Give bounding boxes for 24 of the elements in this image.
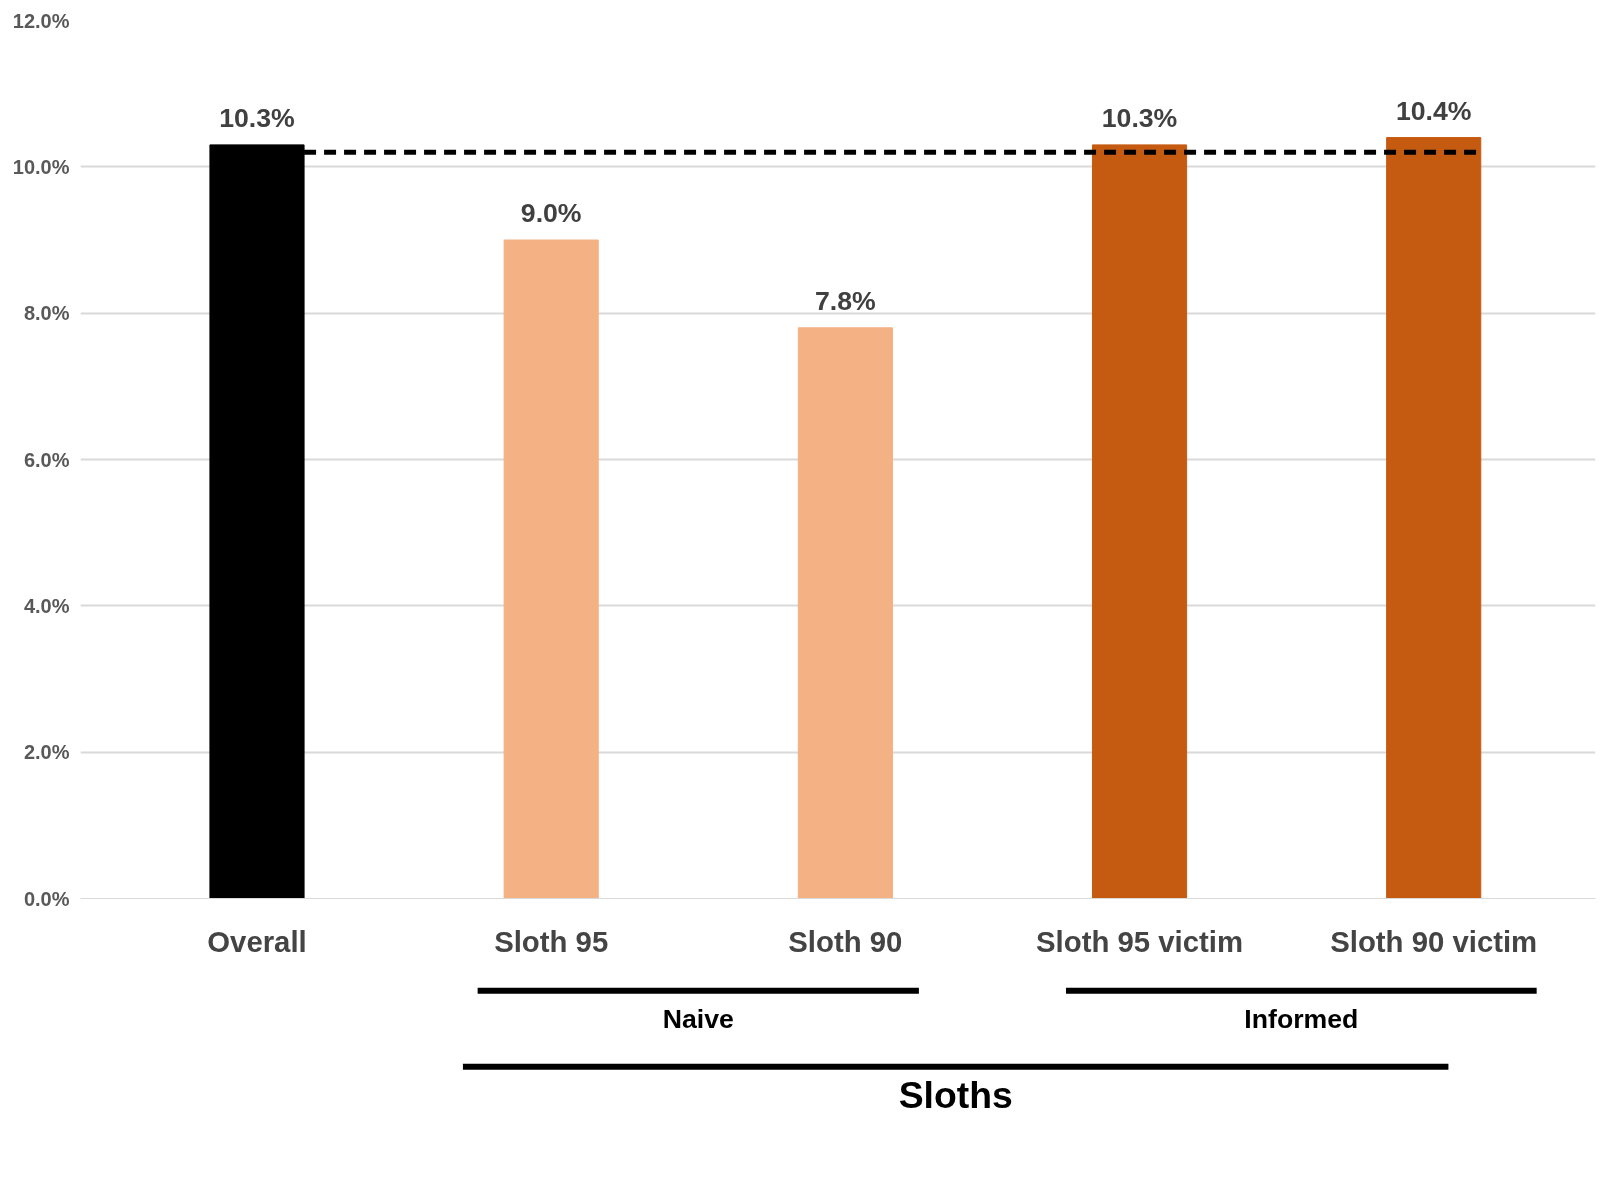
text: Sloths [898,1074,1013,1117]
x-tick-label: Overall [207,924,307,958]
data-label: 10.3% [219,102,295,133]
y-tick-label: 2.0% [23,741,70,764]
bar [503,239,599,899]
text: Informed [1244,1004,1359,1035]
data-label: 7.8% [814,285,876,316]
x-tick-label: Sloth 90 victim [1330,924,1538,958]
y-tick-label: 8.0% [23,302,70,325]
bar [1091,144,1188,899]
y-tick-label: 0.0% [23,887,70,910]
text: Naive [662,1004,734,1035]
x-tick-label: Sloth 90 [788,924,903,958]
y-tick-label: 10.0% [12,155,70,178]
y-tick-label: 6.0% [23,448,70,471]
bar [797,327,893,899]
y-tick-label: 12.0% [12,9,70,32]
data-label: 10.4% [1395,95,1472,126]
data-label: 9.0% [520,198,582,228]
x-tick-label: Sloth 95 victim [1036,924,1244,958]
bar [1386,137,1482,899]
x-tick-label: Sloth 95 [494,924,609,958]
y-tick-label: 4.0% [23,594,70,617]
data-label: 10.3% [1101,102,1178,133]
